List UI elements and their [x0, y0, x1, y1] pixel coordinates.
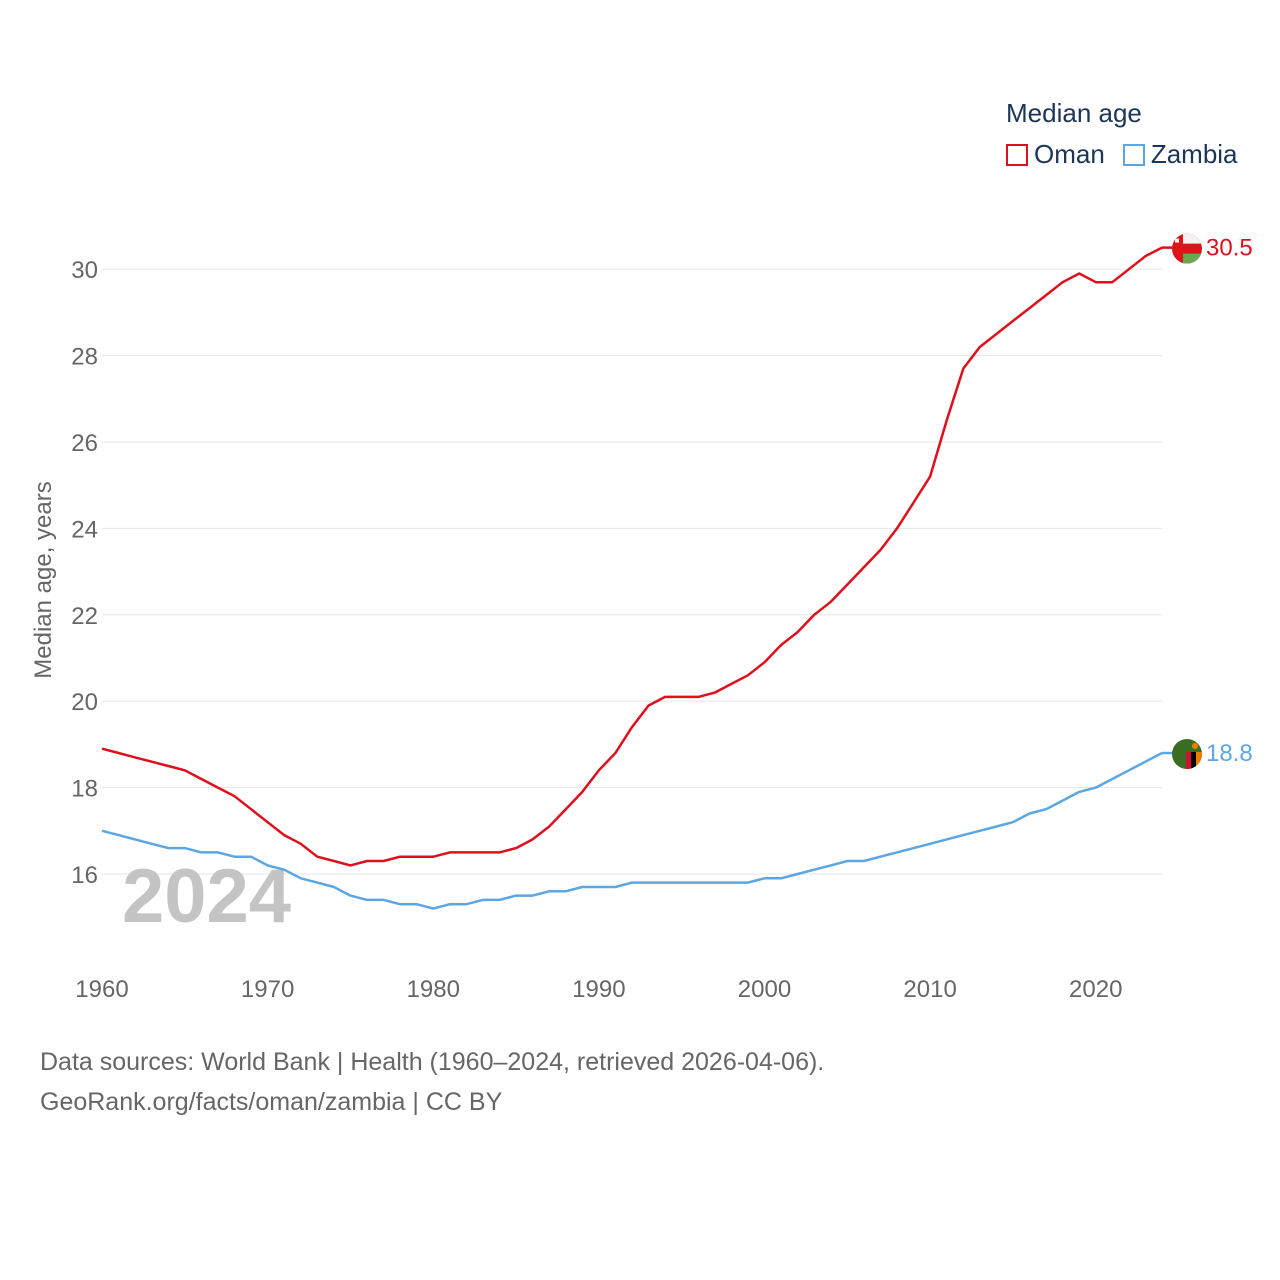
legend-label-zambia: Zambia — [1150, 139, 1238, 169]
y-tick-label-28: 28 — [71, 344, 98, 371]
x-tick-label-2020: 2020 — [1069, 976, 1122, 1003]
series-line-zambia[interactable] — [101, 751, 1163, 910]
flag-icon-oman — [1172, 233, 1202, 264]
x-tick-label-2000: 2000 — [738, 976, 791, 1003]
attribution-link[interactable]: GeoRank.org/facts/oman/zambia | CC BY — [40, 1088, 503, 1116]
legend: Median age Oman Zambia — [1006, 98, 1238, 170]
gridlines — [102, 268, 1162, 875]
series-group — [101, 246, 1163, 910]
legend-item-oman[interactable]: Oman — [1006, 139, 1105, 170]
legend-swatch-oman — [1006, 143, 1028, 166]
end-markers: 30.5 18.8 — [1162, 233, 1253, 770]
y-tick-label-26: 26 — [71, 430, 98, 457]
flag-icon-zambia — [1172, 739, 1202, 770]
year-watermark: 2024 — [122, 854, 291, 939]
legend-swatch-zambia — [1122, 143, 1145, 166]
x-tick-label-1970: 1970 — [241, 976, 294, 1003]
y-tick-label-30: 30 — [71, 257, 98, 284]
series-line-oman[interactable] — [101, 246, 1163, 867]
x-tick-label-2010: 2010 — [903, 976, 956, 1003]
y-axis-label: Median age, years — [30, 481, 57, 678]
y-tick-label-16: 16 — [71, 862, 98, 889]
x-tick-label-1980: 1980 — [407, 976, 460, 1003]
legend-title: Median age — [1006, 98, 1142, 128]
y-tick-label-18: 18 — [71, 776, 98, 803]
y-axis-ticks: 16 18 20 22 24 26 28 30 — [71, 257, 98, 889]
end-value-label-oman: 30.5 — [1206, 235, 1253, 262]
y-tick-label-24: 24 — [71, 516, 98, 543]
x-tick-label-1990: 1990 — [572, 976, 625, 1003]
legend-label-oman: Oman — [1034, 139, 1105, 169]
x-tick-label-1960: 1960 — [75, 976, 128, 1003]
y-tick-label-22: 22 — [71, 603, 98, 630]
end-value-label-zambia: 18.8 — [1206, 740, 1253, 767]
footer: Data sources: World Bank | Health (1960–… — [40, 1042, 824, 1122]
y-tick-label-20: 20 — [71, 689, 98, 716]
x-axis-ticks: 1960 1970 1980 1990 2000 2010 2020 — [75, 976, 1122, 1003]
data-source-note: Data sources: World Bank | Health (1960–… — [40, 1048, 825, 1076]
legend-item-zambia[interactable]: Zambia — [1122, 139, 1238, 170]
